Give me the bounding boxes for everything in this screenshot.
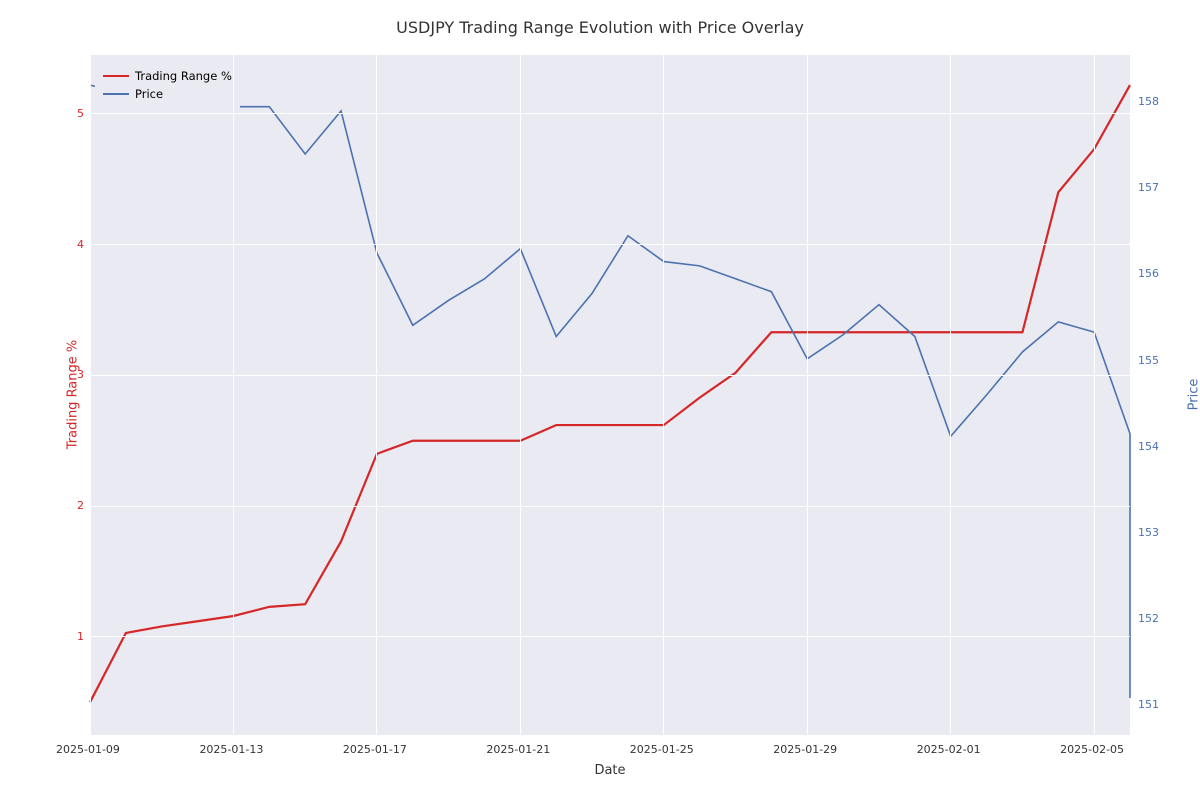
grid-line-vertical xyxy=(520,55,521,735)
y-axis-left-label: Trading Range % xyxy=(65,340,80,450)
grid-line-horizontal xyxy=(90,636,1130,637)
grid-line-horizontal xyxy=(90,375,1130,376)
y-right-tick-label: 156 xyxy=(1138,267,1159,280)
grid-line-vertical xyxy=(90,55,91,735)
y-right-tick-label: 158 xyxy=(1138,95,1159,108)
grid-line-vertical xyxy=(663,55,664,735)
y-right-tick-label: 151 xyxy=(1138,698,1159,711)
series-price xyxy=(90,85,1130,698)
y-right-tick-label: 153 xyxy=(1138,526,1159,539)
y-left-tick-label: 4 xyxy=(77,238,84,251)
grid-line-horizontal xyxy=(90,113,1130,114)
x-axis-label: Date xyxy=(90,763,1130,778)
y-right-tick-label: 157 xyxy=(1138,181,1159,194)
legend-item-trading-range: Trading Range % xyxy=(103,67,232,85)
x-tick-label: 2025-01-21 xyxy=(486,743,550,756)
grid-line-vertical xyxy=(950,55,951,735)
y-right-tick-label: 152 xyxy=(1138,612,1159,625)
x-tick-label: 2025-01-17 xyxy=(343,743,407,756)
y-left-tick-label: 3 xyxy=(77,368,84,381)
legend-item-price: Price xyxy=(103,85,232,103)
legend-label-trading-range: Trading Range % xyxy=(135,69,232,83)
legend-swatch-trading-range xyxy=(103,75,129,78)
legend: Trading Range % Price xyxy=(95,62,240,109)
y-right-tick-label: 154 xyxy=(1138,440,1159,453)
y-left-tick-label: 1 xyxy=(77,630,84,643)
y-right-tick-label: 155 xyxy=(1138,354,1159,367)
x-tick-label: 2025-01-25 xyxy=(630,743,694,756)
grid-line-vertical xyxy=(376,55,377,735)
x-tick-label: 2025-01-13 xyxy=(199,743,263,756)
x-tick-label: 2025-01-09 xyxy=(56,743,120,756)
grid-line-horizontal xyxy=(90,506,1130,507)
x-tick-label: 2025-02-05 xyxy=(1060,743,1124,756)
line-series-layer xyxy=(0,0,1200,800)
grid-line-horizontal xyxy=(90,244,1130,245)
x-tick-label: 2025-01-29 xyxy=(773,743,837,756)
legend-label-price: Price xyxy=(135,87,163,101)
y-left-tick-label: 2 xyxy=(77,499,84,512)
y-axis-right-label: Price xyxy=(1186,379,1200,411)
chart-figure: USDJPY Trading Range Evolution with Pric… xyxy=(0,0,1200,800)
grid-line-vertical xyxy=(1094,55,1095,735)
grid-line-vertical xyxy=(807,55,808,735)
grid-line-vertical xyxy=(233,55,234,735)
series-trading-range xyxy=(90,85,1130,702)
legend-swatch-price xyxy=(103,93,129,95)
y-left-tick-label: 5 xyxy=(77,107,84,120)
x-tick-label: 2025-02-01 xyxy=(917,743,981,756)
